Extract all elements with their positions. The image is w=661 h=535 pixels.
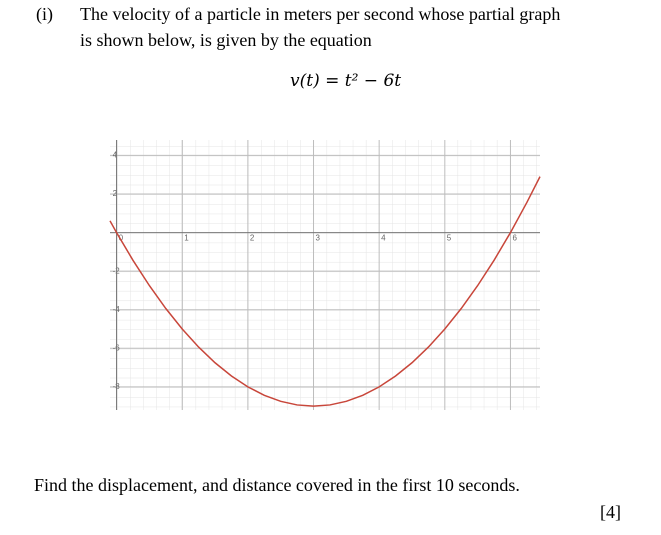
x-tick-label: 2 bbox=[250, 234, 255, 243]
y-tick-label: 2 bbox=[113, 189, 118, 198]
question-text: is shown below, is given by the equation bbox=[80, 30, 372, 50]
equation: v(t) = t² − 6t bbox=[290, 71, 402, 91]
question-text: The velocity of a particle in meters per… bbox=[80, 4, 561, 24]
x-tick-label: 4 bbox=[381, 234, 386, 243]
marks: [4] bbox=[600, 502, 621, 522]
x-tick-label: 5 bbox=[447, 234, 452, 243]
y-tick-label: 4 bbox=[113, 151, 118, 160]
x-tick-label: 6 bbox=[512, 234, 517, 243]
curve bbox=[109, 176, 541, 407]
x-tick-label: 1 bbox=[184, 234, 189, 243]
instruction: Find the displacement, and distance cove… bbox=[34, 475, 520, 495]
minor-grid bbox=[110, 140, 540, 410]
x-tick-label: 0 bbox=[119, 234, 124, 243]
question-number: (i) bbox=[36, 4, 53, 24]
x-tick-label: 3 bbox=[316, 234, 321, 243]
